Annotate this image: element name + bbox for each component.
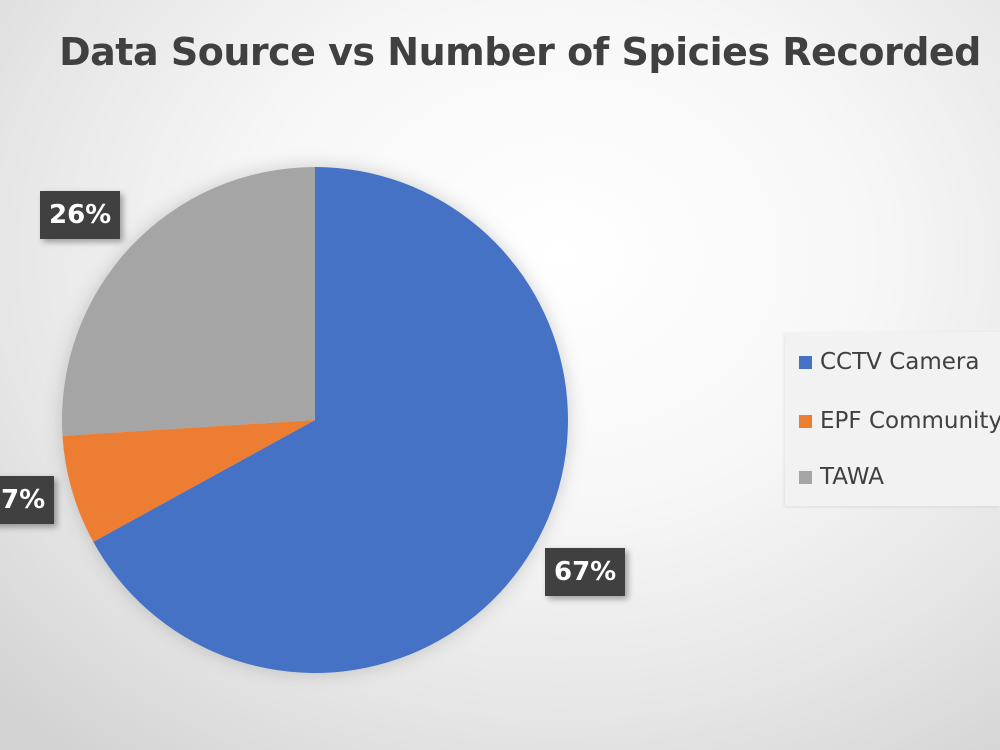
legend-swatch-tawa: [799, 470, 812, 484]
legend-swatch-epf-community: [799, 414, 812, 428]
legend-label-cctv-camera: CCTV Camera: [820, 349, 980, 375]
pie-slice-tawa: [61, 167, 315, 436]
legend-item-tawa: TAWA: [799, 463, 884, 491]
pie-slice-epf-community: [62, 420, 315, 542]
pie-slice-cctv-camera: [93, 167, 569, 673]
legend-label-tawa: TAWA: [820, 464, 884, 490]
chart-title: Data Source vs Number of Spicies Recorde…: [59, 30, 981, 74]
legend-label-epf-community: EPF Community: [820, 408, 1000, 434]
data-label-tawa: 26%: [40, 191, 121, 239]
legend-swatch-cctv-camera: [799, 355, 812, 369]
legend-item-epf-community: EPF Community: [799, 407, 1000, 435]
legend: CCTV Camera EPF Community TAWA: [785, 332, 1000, 506]
data-label-cctv-camera: 67%: [545, 548, 626, 596]
legend-item-cctv-camera: CCTV Camera: [799, 348, 979, 376]
data-label-epf-community: 7%: [0, 476, 55, 524]
